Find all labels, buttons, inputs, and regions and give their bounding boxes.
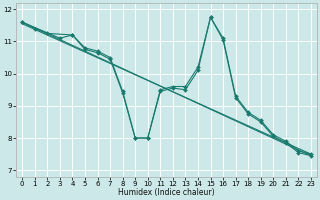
X-axis label: Humidex (Indice chaleur): Humidex (Indice chaleur) <box>118 188 215 197</box>
